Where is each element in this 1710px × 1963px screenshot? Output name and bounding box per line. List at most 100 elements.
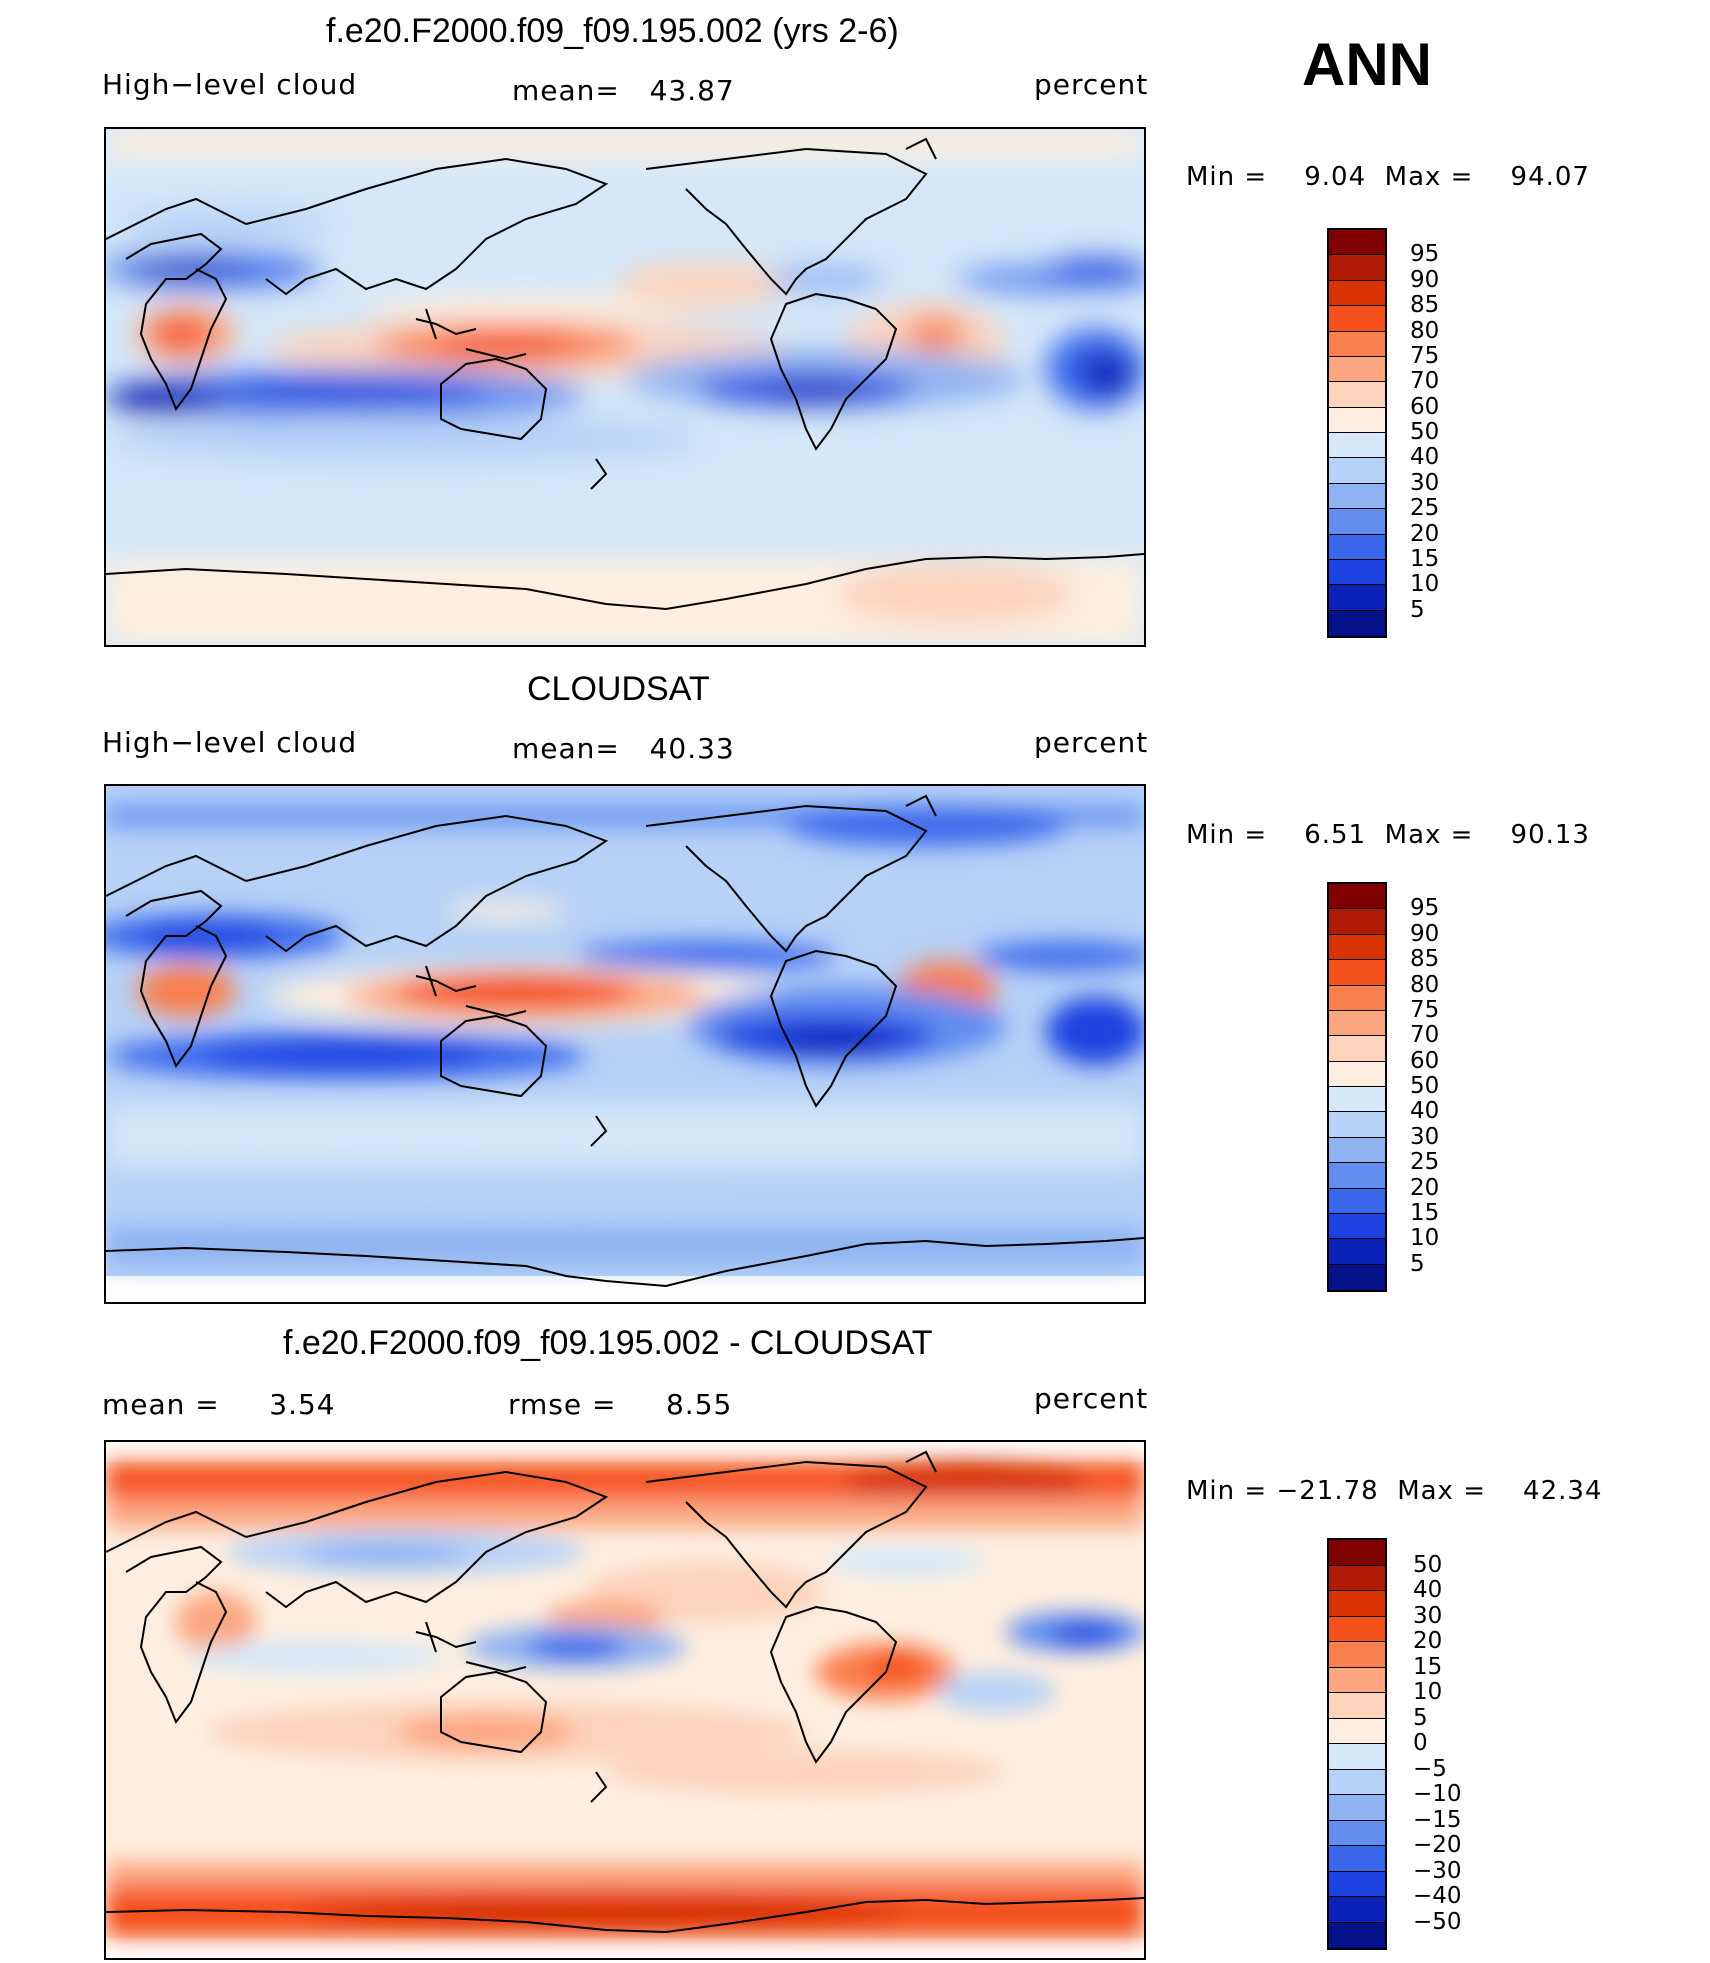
- colorbar-swatch: [1329, 382, 1385, 408]
- colorbar-tick-label: 10: [1410, 1225, 1440, 1252]
- colorbar-swatch: [1329, 1667, 1385, 1693]
- colorbar-swatch: [1329, 1744, 1385, 1770]
- colorbar-swatch: [1329, 1163, 1385, 1189]
- colorbar-tick-label: −15: [1413, 1806, 1462, 1833]
- colorbar-swatch: [1329, 1642, 1385, 1668]
- colorbar-tick-label: 95: [1410, 241, 1440, 268]
- panel-2-mean-label: mean= 40.33: [512, 732, 735, 765]
- colorbar-tick-label: 15: [1410, 545, 1440, 572]
- colorbar-swatch: [1329, 1897, 1385, 1923]
- colorbar-swatch: [1329, 1188, 1385, 1214]
- colorbar-swatch: [1329, 1718, 1385, 1744]
- colorbar-tick-label: 40: [1413, 1577, 1443, 1603]
- panel-1-minmax: Min = 9.04 Max = 94.07: [1186, 162, 1590, 192]
- colorbar-swatch: [1329, 1264, 1385, 1290]
- colorbar-tick-label: 60: [1410, 1047, 1440, 1074]
- colorbar-swatch: [1329, 1616, 1385, 1642]
- colorbar-swatch: [1329, 1061, 1385, 1087]
- panel-1-colorbar: [1327, 228, 1387, 638]
- panel-2-variable-label: High−level cloud: [102, 726, 358, 759]
- panel-3-title: f.e20.F2000.f09_f09.195.002 - CLOUDSAT: [283, 1324, 933, 1362]
- panel-3-minmax: Min = −21.78 Max = 42.34: [1186, 1476, 1603, 1506]
- colorbar-tick-label: 10: [1410, 571, 1440, 598]
- colorbar-swatch: [1329, 909, 1385, 935]
- panel-2-title: CLOUDSAT: [527, 670, 710, 708]
- colorbar-tick-label: 95: [1410, 895, 1440, 922]
- colorbar-swatch: [1329, 1036, 1385, 1062]
- colorbar-tick-label: 60: [1410, 393, 1440, 420]
- colorbar-tick-label: 50: [1410, 1073, 1440, 1099]
- colorbar-tick-label: −30: [1413, 1857, 1462, 1884]
- panel-1-units-label: percent: [1034, 68, 1149, 101]
- colorbar-swatch: [1329, 509, 1385, 535]
- colorbar-tick-label: 50: [1413, 1551, 1443, 1578]
- colorbar-swatch: [1329, 1922, 1385, 1948]
- colorbar-swatch: [1329, 1540, 1385, 1566]
- colorbar-tick-label: 80: [1410, 317, 1440, 344]
- colorbar-swatch: [1329, 280, 1385, 307]
- season-label: ANN: [1302, 31, 1432, 98]
- colorbar-swatch: [1329, 1137, 1385, 1164]
- colorbar-swatch: [1329, 934, 1385, 961]
- colorbar-swatch: [1329, 585, 1385, 611]
- colorbar-tick-label: 30: [1413, 1602, 1443, 1629]
- colorbar-tick-label: 5: [1410, 596, 1425, 623]
- colorbar-tick-label: 30: [1410, 1123, 1440, 1150]
- colorbar-swatch: [1329, 1087, 1385, 1113]
- colorbar-tick-label: 20: [1413, 1628, 1443, 1654]
- panel-3-colorbar: [1327, 1538, 1387, 1950]
- colorbar-tick-label: 40: [1410, 444, 1440, 471]
- colorbar-swatch: [1329, 1565, 1385, 1591]
- colorbar-swatch: [1329, 306, 1385, 332]
- colorbar-swatch: [1329, 433, 1385, 459]
- colorbar-swatch: [1329, 230, 1385, 256]
- colorbar-swatch: [1329, 1239, 1385, 1265]
- panel-3-rmse-label: rmse = 8.55: [508, 1388, 733, 1421]
- panel-2-units-label: percent: [1034, 726, 1149, 759]
- colorbar-tick-label: 10: [1413, 1679, 1443, 1705]
- colorbar-tick-label: −10: [1413, 1781, 1462, 1807]
- colorbar-tick-label: 25: [1410, 495, 1440, 522]
- colorbar-swatch: [1329, 610, 1385, 636]
- colorbar-tick-label: −20: [1413, 1832, 1462, 1858]
- colorbar-tick-label: −40: [1413, 1883, 1462, 1909]
- colorbar-swatch: [1329, 356, 1385, 383]
- colorbar-swatch: [1329, 1846, 1385, 1872]
- colorbar-tick-label: 15: [1413, 1653, 1443, 1680]
- colorbar-swatch: [1329, 331, 1385, 357]
- colorbar-tick-label: 85: [1410, 946, 1440, 973]
- colorbar-swatch: [1329, 884, 1385, 910]
- colorbar-swatch: [1329, 1112, 1385, 1138]
- colorbar-tick-label: 75: [1410, 342, 1440, 369]
- colorbar-swatch: [1329, 1010, 1385, 1037]
- colorbar-tick-label: 5: [1410, 1250, 1425, 1277]
- colorbar-swatch: [1329, 534, 1385, 560]
- colorbar-swatch: [1329, 960, 1385, 986]
- panel-2-map: [104, 784, 1146, 1304]
- colorbar-swatch: [1329, 483, 1385, 510]
- colorbar-swatch: [1329, 1820, 1385, 1846]
- colorbar-tick-label: 0: [1413, 1730, 1428, 1756]
- colorbar-tick-label: 75: [1410, 996, 1440, 1023]
- colorbar-swatch: [1329, 1213, 1385, 1240]
- colorbar-tick-label: 20: [1410, 520, 1440, 547]
- panel-3-map: [104, 1440, 1146, 1960]
- colorbar-swatch: [1329, 458, 1385, 484]
- colorbar-swatch: [1329, 255, 1385, 281]
- panel-1-mean-label: mean= 43.87: [512, 74, 735, 107]
- colorbar-tick-label: 70: [1410, 368, 1440, 395]
- colorbar-tick-label: 30: [1410, 469, 1440, 496]
- panel-3-mean-label: mean = 3.54: [102, 1388, 336, 1421]
- colorbar-swatch: [1329, 985, 1385, 1011]
- panel-2-colorbar: [1327, 882, 1387, 1292]
- panel-1-title: f.e20.F2000.f09_f09.195.002 (yrs 2-6): [326, 12, 899, 50]
- colorbar-tick-label: 15: [1410, 1199, 1440, 1226]
- colorbar-swatch: [1329, 1769, 1385, 1795]
- colorbar-tick-label: −5: [1413, 1755, 1447, 1782]
- panel-3-units-label: percent: [1034, 1382, 1149, 1415]
- panel-2-minmax: Min = 6.51 Max = 90.13: [1186, 820, 1590, 850]
- panel-1-map: [104, 127, 1146, 647]
- colorbar-swatch: [1329, 1871, 1385, 1897]
- colorbar-tick-label: 20: [1410, 1174, 1440, 1201]
- colorbar-swatch: [1329, 1795, 1385, 1821]
